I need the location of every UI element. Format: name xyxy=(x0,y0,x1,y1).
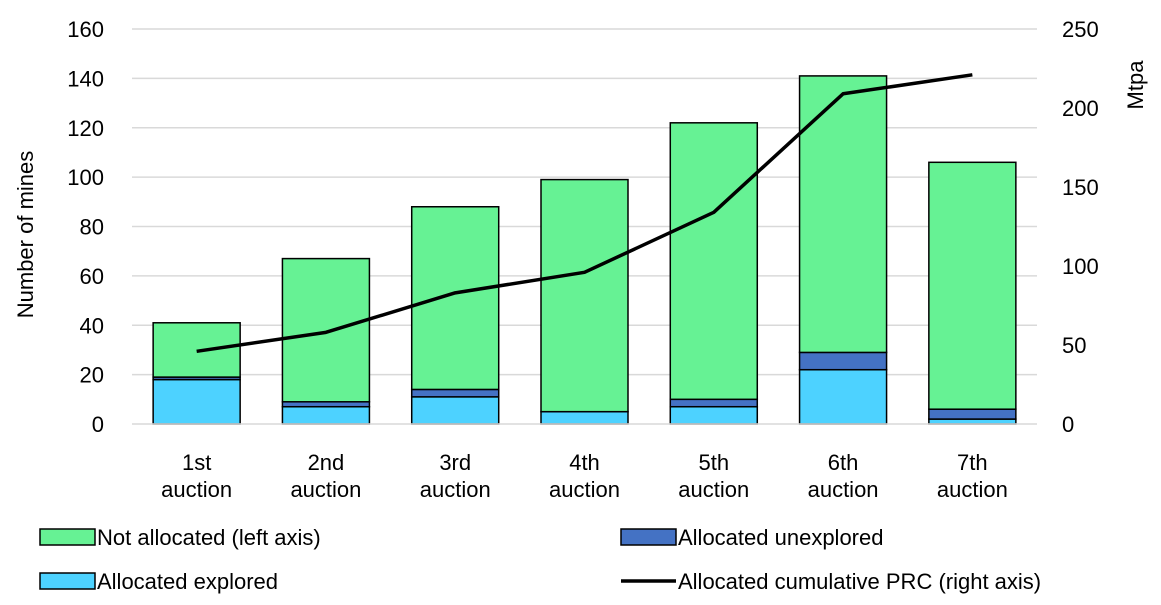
x-tick-label: 1st auction xyxy=(161,450,232,502)
x-tick-label: 7th auction xyxy=(937,450,1008,502)
bar-not-allocated-left-axis xyxy=(540,178,629,413)
bar-allocated-unexplored xyxy=(928,408,1017,420)
line-series xyxy=(196,73,973,354)
bar-allocated-unexplored xyxy=(798,351,888,371)
y2-tick-label: 100 xyxy=(1062,254,1099,279)
bar-allocated-explored xyxy=(669,405,759,425)
y-tick-label: 140 xyxy=(67,66,104,91)
x-tick-label: 6th auction xyxy=(808,450,879,502)
bar-series xyxy=(152,75,1017,425)
y-tick-label: 20 xyxy=(80,363,104,388)
y-tick-label: 40 xyxy=(80,313,104,338)
axes: 0 20 40 60 80 100 120 140 160 0 50 100 150 200 250 1st a… xyxy=(13,17,1148,502)
bar-allocated-explored xyxy=(540,410,629,425)
bar-allocated-explored xyxy=(410,396,500,425)
y2-axis-title: Mtpa xyxy=(1123,60,1148,110)
bar-not-allocated-left-axis xyxy=(281,257,371,403)
y2-tick-label: 150 xyxy=(1062,175,1099,200)
legend-item-allocated-unexplored: Allocated unexplored xyxy=(620,525,883,550)
x-tick-label: 4th auction xyxy=(549,450,620,502)
legend-item-allocated-cumulative-prc-right-axis: Allocated cumulative PRC (right axis) xyxy=(621,569,1041,594)
y-tick-label: 120 xyxy=(67,116,104,141)
y2-tick-label: 250 xyxy=(1062,17,1099,42)
legend-swatch xyxy=(39,572,96,590)
bar-not-allocated-left-axis xyxy=(798,75,888,354)
bar-not-allocated-left-axis xyxy=(410,206,500,391)
legend-label: Not allocated (left axis) xyxy=(97,525,321,550)
bar-not-allocated-left-axis xyxy=(669,122,759,401)
legend-label: Allocated cumulative PRC (right axis) xyxy=(678,569,1041,594)
bar-not-allocated-left-axis xyxy=(928,161,1017,410)
bar-allocated-unexplored xyxy=(669,398,759,408)
x-tick-label: 3rd auction xyxy=(420,450,491,502)
legend-swatch xyxy=(620,528,677,546)
y-tick-label: 100 xyxy=(67,165,104,190)
x-tick-label: 2nd auction xyxy=(290,450,361,502)
legend-label: Allocated unexplored xyxy=(678,525,883,550)
x-tick-label: 5th auction xyxy=(678,450,749,502)
legend-item-not-allocated-left-axis: Not allocated (left axis) xyxy=(39,525,321,550)
legend-label: Allocated explored xyxy=(97,569,278,594)
y-tick-label: 60 xyxy=(80,264,104,289)
bar-allocated-unexplored xyxy=(410,388,500,398)
legend-swatch xyxy=(39,528,96,546)
y-axis-title: Number of mines xyxy=(13,151,38,319)
y-tick-label: 0 xyxy=(92,412,104,437)
legend-item-allocated-explored: Allocated explored xyxy=(39,569,278,594)
bar-allocated-explored xyxy=(281,405,371,425)
y-tick-label: 160 xyxy=(67,17,104,42)
y2-tick-label: 50 xyxy=(1062,333,1086,358)
legend: Not allocated (left axis) Allocated unexp… xyxy=(39,525,1041,594)
y2-tick-label: 0 xyxy=(1062,412,1074,437)
y-tick-label: 80 xyxy=(80,215,104,240)
y2-tick-label: 200 xyxy=(1062,96,1099,121)
bar-allocated-explored xyxy=(152,378,241,425)
bar-allocated-explored xyxy=(798,368,888,425)
